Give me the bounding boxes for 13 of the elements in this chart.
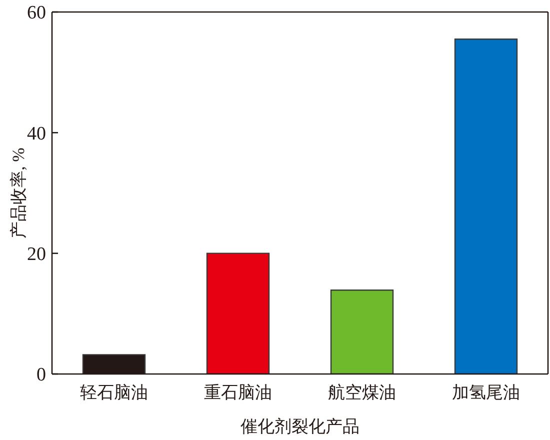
y-tick-label: 60 xyxy=(27,2,46,24)
y-tick-label: 40 xyxy=(27,123,46,144)
y-axis-title: 产品收率, % xyxy=(8,148,28,238)
x-tick-label: 轻石脑油 xyxy=(80,383,148,402)
bar xyxy=(454,38,518,374)
x-tick-label: 航空煤油 xyxy=(328,383,396,402)
x-axis-title: 催化剂裂化产品 xyxy=(240,417,360,436)
bar xyxy=(330,290,394,374)
y-tick-label: 20 xyxy=(27,244,46,266)
y-tick-label: 0 xyxy=(36,364,46,386)
x-tick-label: 加氢尾油 xyxy=(452,383,520,402)
bar xyxy=(206,252,270,374)
x-tick-label: 重石脑油 xyxy=(204,383,272,402)
